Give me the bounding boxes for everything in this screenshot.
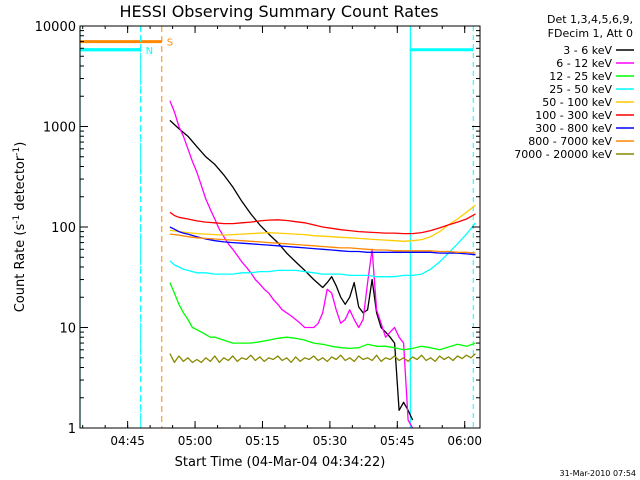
legend-header-2: FDecim 1, Att 0 <box>548 27 633 40</box>
x-tick-label-4: 05:45 <box>380 434 415 448</box>
legend-header-1: Det 1,3,4,5,6,9, <box>547 13 633 26</box>
y-tick-label-2: 100 <box>51 221 76 236</box>
x-tick-label-0: 04:45 <box>110 434 145 448</box>
series-line-7 <box>169 233 476 254</box>
series-line-3 <box>169 222 477 278</box>
legend-label-8: 7000 - 20000 keV <box>514 148 612 161</box>
x-axis-label: Start Time (04-Mar-04 04:34:22) <box>175 455 386 470</box>
legend-label-5: 100 - 300 keV <box>535 109 612 122</box>
series-line-8 <box>169 353 476 364</box>
legend-label-7: 800 - 7000 keV <box>528 135 612 148</box>
legend-label-1: 6 - 12 keV <box>556 57 612 70</box>
footer-timestamp: 31-Mar-2010 07:54 <box>560 469 637 478</box>
sn-marker-layer: SN <box>80 26 173 428</box>
legend-label-2: 12 - 25 keV <box>549 70 612 83</box>
legend: Det 1,3,4,5,6,9, FDecim 1, Att 0 3 - 6 k… <box>514 13 634 161</box>
series-line-0 <box>169 119 414 421</box>
series-line-1 <box>169 100 414 429</box>
marker-label-n: N <box>146 46 153 57</box>
y-tick-label-4: 10000 <box>35 20 76 35</box>
legend-label-3: 25 - 50 keV <box>549 83 612 96</box>
y-tick-label-3: 1000 <box>43 121 76 136</box>
y-axis-label-part3: ) <box>13 142 28 147</box>
y-axis-label-part2: detector <box>13 155 28 215</box>
x-axis-ticks: 04:45 05:00 05:15 05:30 05:45 06:00 <box>82 26 482 448</box>
legend-label-4: 50 - 100 keV <box>542 96 612 109</box>
x-tick-label-5: 06:00 <box>447 434 482 448</box>
x-tick-label-3: 05:30 <box>313 434 348 448</box>
y-axis-ticks: 1 10 100 1000 10000 <box>35 20 480 437</box>
x-tick-label-2: 05:15 <box>245 434 280 448</box>
y-axis-label-part1: Count Rate (s <box>13 224 28 313</box>
legend-label-0: 3 - 6 keV <box>563 44 612 57</box>
series-layer <box>169 100 477 429</box>
y-tick-label-1: 10 <box>59 322 76 337</box>
legend-label-6: 300 - 800 keV <box>535 122 612 135</box>
y-tick-label-0: 1 <box>68 422 76 437</box>
series-line-2 <box>169 282 476 351</box>
series-line-5 <box>169 211 476 235</box>
chart-title: HESSI Observing Summary Count Rates <box>119 2 438 21</box>
marker-label-s: S <box>167 38 173 49</box>
y-axis-label: Count Rate (s-1 detector-1) <box>12 142 28 313</box>
y-axis-label-sup2: -1 <box>12 147 22 156</box>
series-line-4 <box>169 204 476 242</box>
x-tick-label-1: 05:00 <box>178 434 213 448</box>
y-axis-label-sup1: -1 <box>12 215 22 224</box>
